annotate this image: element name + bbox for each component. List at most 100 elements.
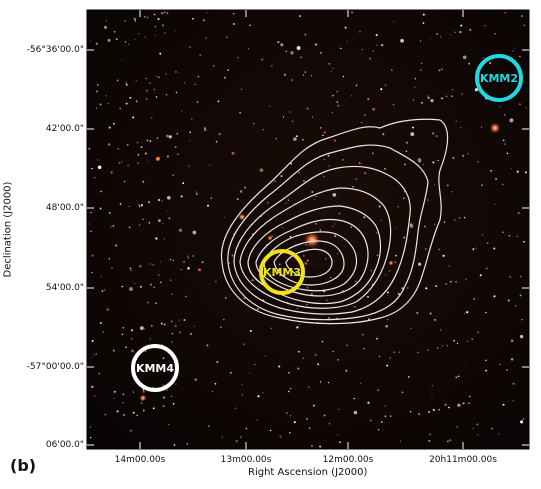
star [436, 347, 439, 349]
star [468, 402, 470, 404]
star [342, 75, 345, 78]
star [137, 162, 139, 164]
star [369, 57, 372, 60]
star [94, 395, 96, 397]
star [486, 242, 489, 244]
star [150, 324, 153, 327]
star [410, 132, 415, 137]
star [240, 436, 242, 439]
star [146, 139, 149, 142]
star [174, 146, 177, 148]
star [174, 30, 176, 32]
star [121, 59, 123, 61]
star [414, 77, 417, 80]
star [240, 88, 243, 90]
star [293, 421, 296, 424]
star [506, 368, 509, 371]
star [211, 390, 213, 392]
source-marker: KMM2 [475, 54, 523, 102]
star [266, 201, 269, 204]
star [280, 43, 284, 47]
star [172, 174, 174, 176]
star [236, 198, 239, 201]
contour-line [239, 187, 392, 309]
star [466, 340, 469, 342]
star [303, 180, 305, 182]
star [113, 397, 115, 399]
star [97, 165, 102, 170]
star [291, 120, 294, 122]
star [428, 439, 431, 443]
axis-ticks [87, 10, 529, 449]
star [219, 326, 222, 329]
star [162, 24, 164, 27]
star [215, 280, 217, 283]
star [405, 150, 408, 152]
star [460, 24, 463, 27]
star [484, 25, 486, 27]
star [403, 236, 406, 239]
star [519, 103, 521, 106]
star [311, 116, 314, 118]
star [132, 391, 135, 393]
star [145, 98, 148, 100]
star [417, 262, 422, 266]
star [100, 276, 102, 278]
star [337, 358, 339, 361]
star [425, 287, 428, 290]
star [462, 154, 465, 157]
x-tick-label: 12m00.00s [322, 455, 374, 465]
star [457, 403, 461, 407]
star [162, 357, 165, 360]
star [166, 155, 169, 158]
star [298, 323, 300, 326]
star [431, 384, 434, 387]
star [149, 140, 152, 143]
star [494, 33, 496, 35]
star [162, 384, 164, 386]
star [286, 412, 288, 414]
star [214, 382, 217, 385]
star [189, 332, 193, 335]
star [456, 342, 459, 345]
star [232, 12, 235, 15]
panel-label: (b) [10, 456, 37, 475]
star [152, 407, 155, 410]
star [376, 337, 378, 340]
star [192, 230, 197, 235]
x-axis-label: Right Ascension (J2000) [248, 467, 368, 478]
star [384, 167, 386, 170]
star [278, 263, 281, 266]
star [332, 94, 334, 97]
star [169, 279, 172, 282]
star [135, 100, 138, 103]
star [142, 180, 145, 183]
star [149, 283, 152, 286]
star [429, 38, 432, 40]
star [433, 184, 435, 186]
star [243, 343, 245, 345]
star [436, 33, 438, 35]
star [261, 58, 264, 61]
star [239, 190, 243, 193]
star [502, 403, 505, 406]
star [313, 198, 315, 200]
star [409, 224, 414, 228]
star [332, 192, 337, 197]
star [178, 228, 183, 232]
contour-line [227, 144, 429, 321]
star [346, 41, 348, 43]
star [346, 344, 349, 347]
star [212, 64, 215, 67]
star [297, 367, 300, 370]
star [304, 33, 307, 36]
star [100, 190, 102, 193]
star [138, 366, 140, 368]
star [519, 294, 522, 297]
star [98, 372, 101, 375]
star [327, 381, 330, 384]
star [259, 168, 264, 172]
star [290, 162, 293, 165]
star [96, 83, 99, 86]
star [104, 289, 106, 291]
